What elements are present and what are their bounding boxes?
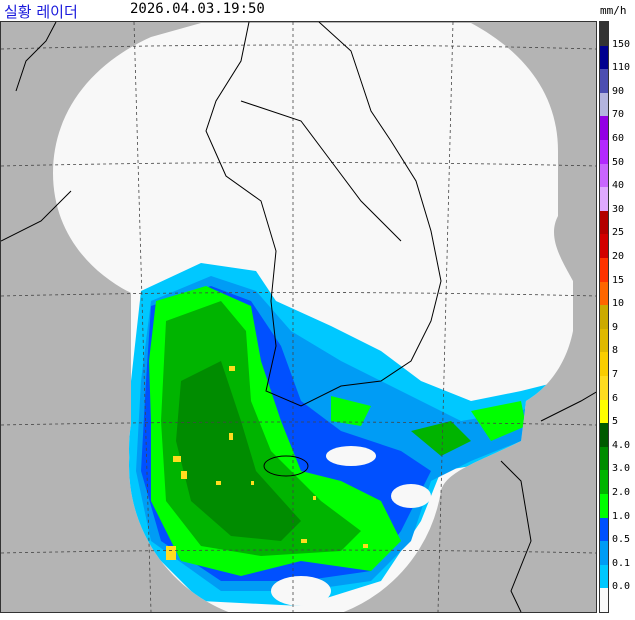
legend-swatch [600, 517, 608, 542]
legend-swatch [600, 328, 608, 353]
legend-label: 7 [612, 369, 619, 380]
unit-label: mm/h [600, 4, 627, 17]
legend-swatch [600, 210, 608, 235]
legend-swatch [600, 541, 608, 566]
legend-swatch [600, 187, 608, 212]
legend-label: 15 [612, 274, 625, 286]
legend-label: 3.0 [612, 463, 631, 475]
coastlines [0, 21, 599, 613]
legend-swatch [600, 399, 608, 424]
legend-label: 10 [612, 298, 625, 310]
legend-label: 5 [612, 416, 619, 428]
legend-swatch [600, 470, 608, 495]
legend-swatch [600, 45, 608, 70]
legend-label: 0.0 [612, 581, 631, 593]
legend-label: 110 [612, 62, 631, 74]
legend-swatch [600, 140, 608, 165]
legend-swatch [600, 352, 608, 377]
legend-swatch [600, 281, 608, 306]
legend-swatch [600, 163, 608, 188]
rain-heavy [166, 366, 368, 560]
page-title: 실황 레이더 [4, 3, 78, 21]
legend-swatch [600, 69, 608, 94]
legend-label: 1.0 [612, 510, 631, 522]
legend-swatch [600, 234, 608, 259]
legend-swatch [600, 22, 608, 47]
legend-swatch [600, 564, 608, 589]
legend-label: 30 [612, 203, 625, 215]
legend-label: 25 [612, 227, 625, 239]
legend-swatch [600, 588, 608, 613]
graticule [0, 21, 597, 613]
legend-label: 0.5 [612, 534, 631, 546]
timestamp: 2026.04.03.19:50 [130, 1, 265, 17]
legend-swatch [600, 494, 608, 519]
legend-label: 90 [612, 85, 625, 97]
color-legend-bar [599, 21, 609, 613]
legend-swatch [600, 446, 608, 471]
legend-swatch [600, 376, 608, 401]
legend-swatch [600, 305, 608, 330]
legend-label: 50 [612, 156, 625, 168]
legend-label: 20 [612, 251, 625, 262]
radar-map-svg [0, 21, 599, 613]
legend-swatch [600, 116, 608, 141]
legend-label: 4.0 [612, 439, 631, 451]
legend-label: 70 [612, 109, 625, 121]
legend-swatch [600, 92, 608, 117]
legend-label: 9 [612, 321, 619, 333]
legend-swatch [600, 423, 608, 448]
radar-coverage [53, 23, 573, 612]
legend-label: 2.0 [612, 487, 631, 498]
legend-label: 6 [612, 392, 619, 404]
legend-label: 0.1 [612, 557, 631, 569]
legend-swatch [600, 258, 608, 283]
legend-label: 8 [612, 345, 619, 357]
legend-label: 40 [612, 180, 625, 192]
legend-label: 60 [612, 133, 625, 144]
radar-map[interactable] [0, 21, 599, 613]
legend-label: 150 [612, 38, 631, 50]
